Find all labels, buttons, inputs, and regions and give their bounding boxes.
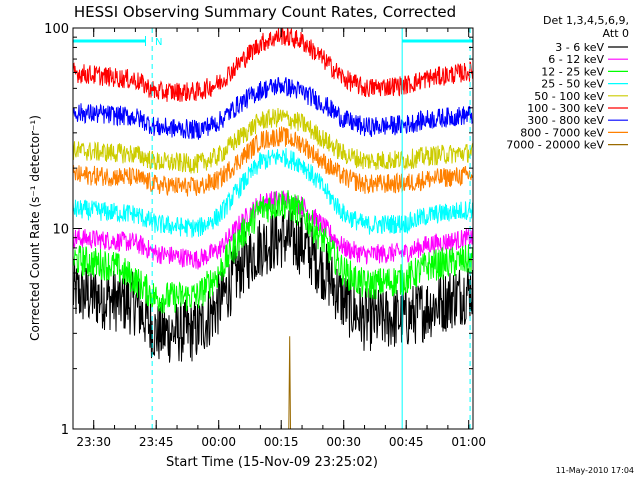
legend-label: 800 - 7000 keV (520, 126, 604, 139)
series-line (72, 107, 473, 174)
legend-header-line1: Det 1,3,4,5,6,9, (543, 14, 629, 27)
y-tick-label: 100 (44, 22, 69, 37)
series-group (72, 27, 473, 430)
series-6-12-kev (72, 189, 473, 270)
series-12-25-kev (72, 190, 473, 314)
legend-header-line2: Att 0 (603, 27, 629, 40)
series-25-50-kev (72, 148, 473, 238)
axis-ticks: 23:30 23:45 00:00 00:15 00:30 00:45 01:00 1 10 10… (44, 22, 486, 449)
x-tick-label: 23:30 (76, 435, 111, 449)
series-7000-20000-kev (288, 336, 291, 430)
plot-frame (72, 27, 474, 430)
y-tick-label: 1 (61, 423, 69, 438)
series-300-800-kev (72, 76, 473, 140)
legend-label: 3 - 6 keV (555, 41, 604, 54)
series-line (72, 148, 473, 238)
legend-label: 50 - 100 keV (534, 90, 604, 103)
legend-label: 100 - 300 keV (527, 102, 604, 115)
x-tick-label: 23:45 (139, 435, 174, 449)
y-axis-label: Corrected Count Rate (s⁻¹ detector⁻¹) (28, 115, 42, 341)
series-line (72, 27, 473, 102)
legend-label: 12 - 25 keV (541, 65, 604, 78)
legend-label: 6 - 12 keV (548, 53, 604, 66)
x-tick-label: 00:45 (389, 435, 424, 449)
x-tick-label: 00:15 (264, 435, 299, 449)
series-line (72, 190, 473, 314)
x-tick-label: 00:30 (326, 435, 361, 449)
series-800-7000-kev (72, 126, 473, 197)
series-line (72, 76, 473, 140)
series-50-100-kev (72, 107, 473, 174)
legend-label: 300 - 800 keV (527, 114, 604, 127)
x-axis-label: Start Time (15-Nov-09 23:25:02) (166, 455, 378, 470)
series-line (72, 126, 473, 197)
annotation-n: N (155, 37, 162, 48)
series-line (288, 336, 291, 430)
y-tick-label: 10 (52, 223, 69, 238)
x-tick-label: 00:00 (201, 435, 236, 449)
chart-title: HESSI Observing Summary Count Rates, Cor… (74, 3, 456, 21)
series-line (72, 189, 473, 270)
legend-label: 7000 - 20000 keV (506, 139, 604, 152)
series-100-300-kev (72, 27, 473, 102)
interval-markers: N (73, 28, 473, 429)
date-stamp: 11-May-2010 17:04 (556, 466, 634, 475)
legend-label: 25 - 50 keV (541, 78, 604, 91)
x-tick-label: 01:00 (451, 435, 486, 449)
